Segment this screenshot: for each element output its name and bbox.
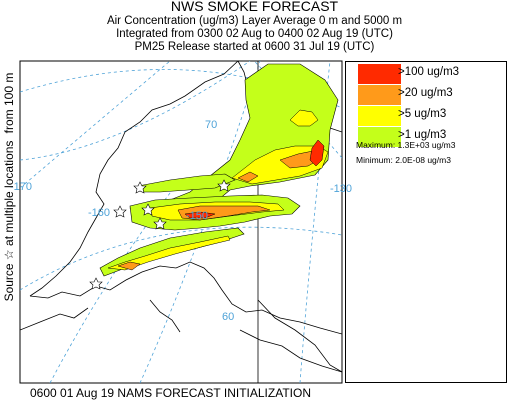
legend-swatch [358, 127, 401, 147]
legend: >100 ug/m3 >20 ug/m3 >5 ug/m3 >1 ug/m3 M… [345, 61, 507, 383]
source-axis-label: Source ☆ at multiple locations [2, 140, 16, 302]
smoke-contour-100 [184, 139, 325, 219]
stat-minimum: Minimum: 2.0E-08 ug/m3 [356, 155, 451, 165]
grid-label-160w: -160 [88, 207, 110, 219]
grid-label-150w: -150 [186, 210, 208, 222]
border-line-south [257, 299, 342, 373]
subtitle-concentration: Air Concentration (ug/m3) Layer Average … [106, 15, 403, 27]
grid-label-130w: -130 [330, 183, 352, 195]
legend-swatch [358, 85, 401, 105]
grid-label-60: 60 [222, 311, 234, 323]
legend-swatch [358, 106, 401, 126]
map-title: NWS SMOKE FORECAST [170, 0, 339, 14]
legend-label: >100 ug/m3 [398, 66, 460, 78]
legend-item: >1 ug/m3 [358, 127, 498, 147]
grid-label-170w: -170 [10, 181, 32, 193]
legend-swatch [358, 64, 401, 84]
legend-item: >20 ug/m3 [358, 85, 498, 105]
source-markers [89, 179, 231, 290]
subtitle-integration: Integrated from 0300 02 Aug to 0400 02 A… [116, 28, 393, 40]
grid-label-70: 70 [205, 119, 217, 131]
subtitle-release: PM25 Release started at 0600 31 Jul 19 (… [134, 41, 375, 53]
legend-item: >100 ug/m3 [358, 64, 498, 84]
source-height-label: from 100 m [2, 72, 16, 134]
stat-maximum: Maximum: 1.3E+03 ug/m3 [356, 140, 456, 150]
legend-label: >1 ug/m3 [398, 129, 447, 141]
legend-item: >5 ug/m3 [358, 106, 498, 126]
legend-label: >20 ug/m3 [398, 87, 453, 99]
legend-label: >5 ug/m3 [398, 108, 447, 120]
forecast-footer: 0600 01 Aug 19 NAMS FORECAST INITIALIZAT… [30, 386, 311, 400]
